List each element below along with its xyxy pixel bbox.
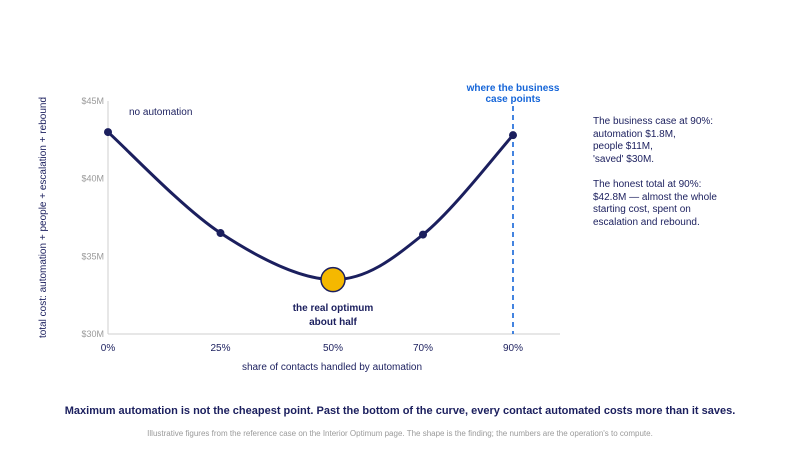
- x-tick-label: 25%: [210, 343, 230, 354]
- optimum-annotation: about half: [309, 317, 357, 328]
- business-case-line: The business case at 90%:: [593, 116, 714, 127]
- x-tick-label: 0%: [101, 343, 116, 354]
- data-point: [509, 131, 517, 140]
- footnote: Illustrative figures from the reference …: [147, 429, 653, 438]
- data-point: [216, 229, 225, 238]
- honest-total-note: The honest total at 90%: $42.8M — almost…: [593, 179, 793, 229]
- chart: $30M $35M $40M $45M 0% 25% 50% 70% 90% share of c…: [38, 83, 560, 373]
- business-case-line: automation $1.8M,: [593, 128, 676, 140]
- optimum-point: [320, 266, 346, 293]
- honest-total-line: $42.8M — almost the whole: [593, 191, 717, 203]
- y-tick-label: $45M: [81, 96, 104, 106]
- honest-total-line: The honest total at 90%:: [593, 179, 702, 190]
- y-tick-label: $40M: [81, 174, 104, 184]
- y-tick-label: $35M: [81, 251, 104, 261]
- business-case-line: people $11M,: [593, 141, 653, 152]
- x-axis-title: share of contacts handled by automation: [242, 362, 422, 373]
- y-tick-label: $30M: [81, 329, 104, 339]
- x-tick-label: 50%: [323, 343, 343, 354]
- optimum-annotation: the real optimum: [293, 303, 374, 314]
- data-point: [104, 128, 112, 137]
- honest-total-line: starting cost, spent on: [593, 204, 691, 215]
- no-automation-annotation: no automation: [129, 107, 192, 118]
- business-case-note: The business case at 90%: automation $1.…: [593, 116, 793, 166]
- total-cost-curve: [106, 130, 515, 282]
- headline: Maximum automation is not the cheapest p…: [64, 405, 736, 417]
- x-tick-label: 90%: [503, 343, 523, 354]
- y-axis-title: total cost: automation + people + escala…: [38, 97, 49, 338]
- honest-total-line: escalation and rebound.: [593, 216, 700, 228]
- reference-annotation: case points: [485, 94, 540, 105]
- x-tick-label: 70%: [413, 343, 433, 354]
- data-point: [419, 230, 427, 239]
- business-case-line: 'saved' $30M.: [593, 153, 655, 165]
- reference-annotation: where the business: [466, 83, 560, 94]
